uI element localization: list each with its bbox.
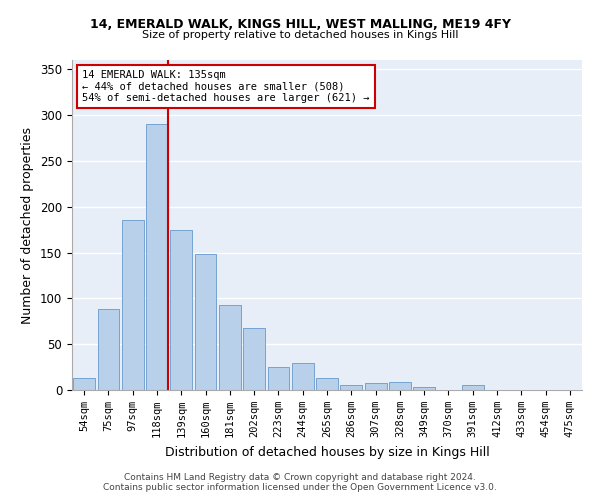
Bar xyxy=(389,382,411,390)
Bar xyxy=(340,384,362,390)
Text: Contains public sector information licensed under the Open Government Licence v3: Contains public sector information licen… xyxy=(103,484,497,492)
Bar xyxy=(365,382,386,390)
Text: Size of property relative to detached houses in Kings Hill: Size of property relative to detached ho… xyxy=(142,30,458,40)
Bar xyxy=(97,310,119,390)
Bar xyxy=(122,220,143,390)
Text: 14, EMERALD WALK, KINGS HILL, WEST MALLING, ME19 4FY: 14, EMERALD WALK, KINGS HILL, WEST MALLI… xyxy=(89,18,511,30)
X-axis label: Distribution of detached houses by size in Kings Hill: Distribution of detached houses by size … xyxy=(164,446,490,458)
Bar xyxy=(219,304,241,390)
Text: Contains HM Land Registry data © Crown copyright and database right 2024.: Contains HM Land Registry data © Crown c… xyxy=(124,472,476,482)
Bar xyxy=(316,378,338,390)
Bar xyxy=(73,378,95,390)
Bar xyxy=(292,362,314,390)
Bar xyxy=(413,387,435,390)
Y-axis label: Number of detached properties: Number of detached properties xyxy=(22,126,34,324)
Bar xyxy=(268,367,289,390)
Bar xyxy=(170,230,192,390)
Bar xyxy=(146,124,168,390)
Bar xyxy=(194,254,217,390)
Text: 14 EMERALD WALK: 135sqm
← 44% of detached houses are smaller (508)
54% of semi-d: 14 EMERALD WALK: 135sqm ← 44% of detache… xyxy=(82,70,370,103)
Bar xyxy=(243,328,265,390)
Bar xyxy=(462,384,484,390)
